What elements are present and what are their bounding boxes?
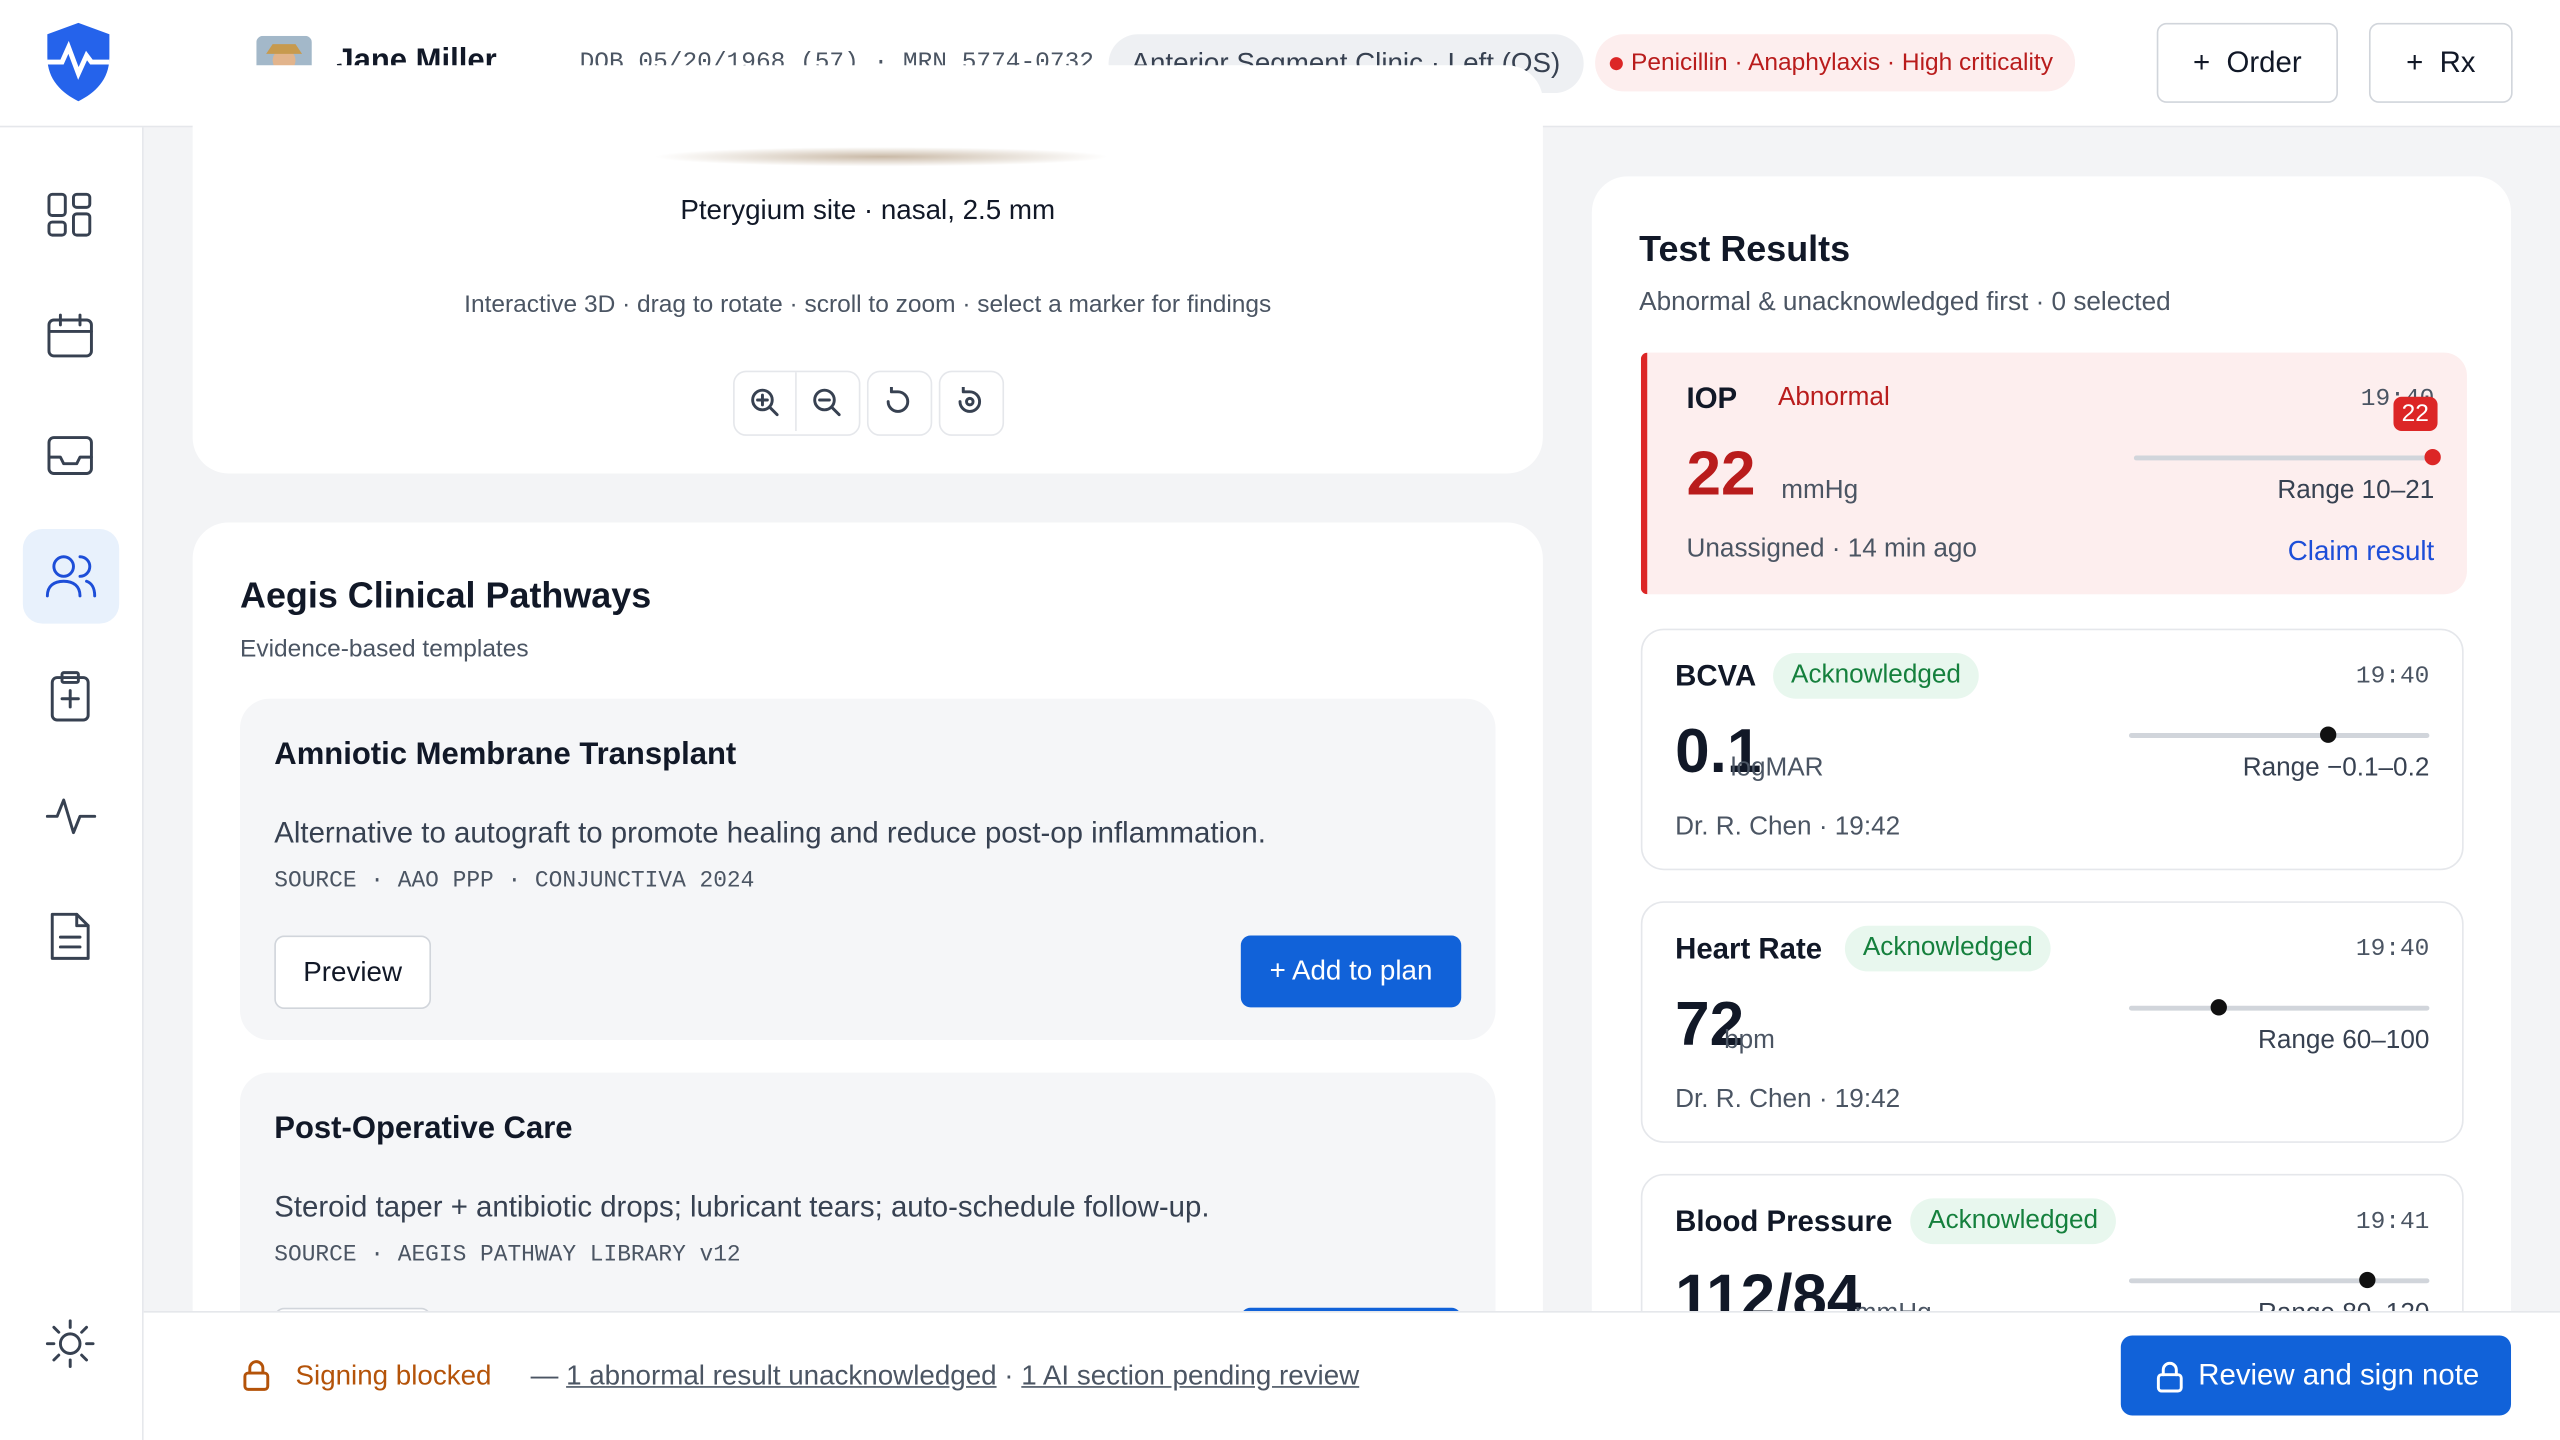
result-meta: Unassigned · 14 min ago	[1686, 535, 1977, 564]
result-card[interactable]: BCVA Acknowledged 19:40 0.1 logMAR Range −0.1…	[1640, 628, 2464, 871]
nav-vitals[interactable]	[45, 792, 98, 841]
result-value: 0.1	[1675, 718, 1762, 787]
reset-button[interactable]	[938, 370, 1005, 436]
result-meta: Dr. R. Chen · 19:42	[1675, 1085, 1901, 1114]
result-value: 72	[1675, 991, 1745, 1060]
result-range: Range 60–100	[2257, 1026, 2430, 1055]
range-marker	[2359, 1271, 2376, 1289]
range-marker	[2210, 999, 2227, 1016]
pathway-source: SOURCE · AAO PPP · CONJUNCTIVA 2024	[274, 868, 755, 895]
results-subtitle: Abnormal & unacknowledged first · 0 sele…	[1639, 288, 2171, 317]
value-badge: 22	[2393, 396, 2438, 432]
sign-lock-icon	[2156, 1361, 2183, 1393]
nav-patients[interactable]	[45, 552, 98, 601]
result-card[interactable]: Heart Rate Acknowledged 19:40 72 bpm Range 60…	[1640, 901, 2464, 1143]
result-name: BCVA	[1675, 659, 1757, 693]
range-track	[2128, 999, 2430, 1016]
result-unit: mmHg	[1781, 476, 1859, 505]
rotate-icon	[886, 386, 910, 413]
logo	[47, 22, 110, 102]
result-name: IOP	[1686, 382, 1738, 415]
sidebar	[0, 125, 144, 1440]
reset-icon	[958, 386, 982, 413]
blockers: — 1 abnormal result unacknowledged · 1 A…	[531, 1360, 1360, 1393]
blocker-link[interactable]: 1 AI section pending review	[1021, 1360, 1360, 1392]
preview-button[interactable]: Preview	[274, 935, 432, 1009]
signing-status: Signing blocked	[295, 1360, 492, 1392]
allergy-chip: Penicillin · Anaphylaxis · High critical…	[1595, 34, 2076, 92]
result-unit: bpm	[1724, 1026, 1775, 1055]
result-status: Acknowledged	[1773, 653, 1979, 699]
pathway-title: Post-Operative Care	[274, 1111, 573, 1147]
rx-button[interactable]: + Rx	[2368, 22, 2513, 103]
nav-calendar[interactable]	[46, 312, 95, 361]
nav-dashboard[interactable]	[46, 191, 95, 240]
result-unit: logMAR	[1730, 754, 1824, 783]
result-name: Blood Pressure	[1675, 1204, 1893, 1238]
blocker-link[interactable]: 1 abnormal result unacknowledged	[566, 1360, 997, 1392]
theme-toggle[interactable]	[45, 1319, 95, 1368]
range-track	[2128, 1271, 2430, 1289]
rotate-button[interactable]	[866, 370, 933, 436]
separator: ·	[1004, 1360, 1014, 1392]
result-meta: Dr. R. Chen · 19:42	[1675, 813, 1901, 841]
pathways-subtitle: Evidence-based templates	[239, 635, 529, 663]
results-title: Test Results	[1639, 228, 1851, 270]
nav-orders[interactable]	[46, 671, 95, 723]
result-range: Range 10–21	[2277, 476, 2435, 505]
pathways-title: Aegis Clinical Pathways	[239, 574, 652, 616]
order-button[interactable]: + Order	[2156, 22, 2338, 103]
range-track	[2128, 726, 2430, 743]
result-range: Range −0.1–0.2	[2242, 754, 2430, 783]
result-status: Abnormal	[1777, 383, 1890, 412]
divider	[795, 372, 797, 432]
result-status: Acknowledged	[1910, 1198, 2117, 1245]
eye-shadow	[653, 146, 1111, 167]
nav-notes[interactable]	[46, 911, 95, 963]
marker-label: Pterygium site · nasal, 2.5 mm	[680, 194, 1056, 226]
result-time: 19:40	[2355, 935, 2430, 964]
result-card[interactable]: IOPAbnormal19:4022mmHg22Range 10–21Unass…	[1640, 352, 2467, 595]
dash: —	[530, 1360, 559, 1392]
range-track: 22	[2133, 396, 2441, 466]
nav-inbox[interactable]	[46, 431, 95, 480]
pathway-title: Amniotic Membrane Transplant	[274, 737, 737, 773]
range-marker: 22	[2393, 396, 2441, 466]
zoom-out[interactable]	[811, 387, 841, 417]
claim-link[interactable]: Claim result	[2287, 535, 2435, 567]
zoom-in[interactable]	[749, 387, 779, 417]
result-name: Heart Rate	[1675, 932, 1823, 965]
sign-button[interactable]: Review and sign note	[2120, 1335, 2512, 1416]
result-time: 19:40	[2355, 662, 2430, 691]
pathway-description: Steroid taper + antibiotic drops; lubric…	[274, 1190, 1210, 1223]
range-marker	[2320, 726, 2337, 743]
allergy-text: Penicillin · Anaphylaxis · High critical…	[1631, 48, 2053, 77]
pathway-description: Alternative to autograft to promote heal…	[274, 816, 1266, 849]
viewer-hint: Interactive 3D · drag to rotate · scroll…	[464, 290, 1272, 319]
result-status: Acknowledged	[1844, 925, 2051, 972]
nav-active	[22, 528, 120, 624]
pathway-source: SOURCE · AEGIS PATHWAY LIBRARY v12	[274, 1242, 741, 1269]
result-time: 19:41	[2355, 1208, 2430, 1236]
result-value: 22	[1686, 440, 1756, 510]
add-to-plan-button[interactable]: + Add to plan	[1240, 935, 1462, 1008]
lock-icon	[243, 1360, 270, 1391]
